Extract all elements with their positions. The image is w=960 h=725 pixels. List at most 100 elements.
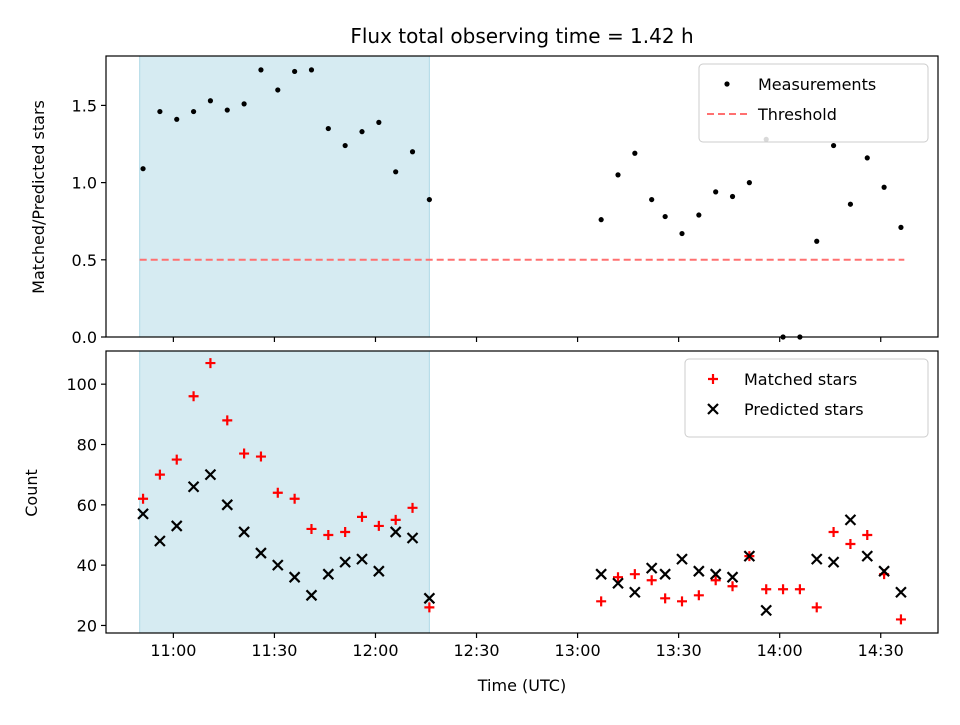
axes-frame: [105, 55, 939, 338]
predicted-star-point: [187, 480, 200, 493]
matched-star-point: [811, 602, 822, 613]
legend-label: Measurements: [758, 75, 876, 94]
legend-label: Matched stars: [744, 370, 857, 389]
predicted-star-point: [676, 553, 688, 565]
predicted-star-point: [272, 559, 284, 571]
predicted-star-point: [204, 468, 217, 481]
measurement-point: [814, 238, 820, 244]
x-tick-label: 14:30: [858, 641, 904, 660]
chart-title: Flux total observing time = 1.42 h: [350, 24, 693, 48]
legend-box: [698, 63, 929, 143]
predicted-star-point: [827, 556, 840, 568]
matched-star-point: [629, 569, 640, 580]
matched-star-point: [138, 493, 149, 504]
predicted-star-point: [389, 526, 402, 538]
measurement-point: [376, 119, 382, 125]
measurement-point: [864, 155, 870, 161]
matched-star-point: [373, 520, 384, 531]
matched-star-point: [778, 584, 789, 595]
measurement-point: [258, 67, 264, 73]
measurement-point: [898, 224, 904, 230]
predicted-star-point: [709, 568, 722, 580]
x-tick-label: 14:00: [757, 641, 803, 660]
predicted-star-point: [878, 565, 890, 577]
matched-star-point: [710, 575, 721, 586]
predicted-star-point: [612, 577, 624, 590]
y-tick-label: 100: [66, 375, 97, 394]
axes-frame: [105, 350, 939, 634]
measurement-point: [426, 196, 432, 203]
matched-star-point: [255, 451, 266, 462]
predicted-star-point: [659, 568, 671, 580]
measurement-point: [325, 125, 331, 132]
measurement-point: [881, 184, 887, 190]
predicted-star-point: [861, 550, 874, 562]
matched-star-point: [613, 572, 623, 583]
matched-star-point: [407, 502, 418, 513]
measurement-point: [598, 217, 604, 223]
measurement-point: [632, 150, 638, 156]
predicted-star-point: [221, 499, 234, 511]
predicted-star-point: [423, 592, 436, 605]
measurement-point: [696, 212, 702, 218]
predicted-star-point: [693, 565, 705, 577]
predicted-star-point: [629, 586, 641, 599]
x-tick-label: 13:00: [555, 641, 601, 660]
measurement-point: [157, 108, 163, 115]
measurement-point: [409, 149, 416, 155]
legend-measurement-swatch: [724, 81, 730, 87]
x-tick-label: 11:30: [251, 641, 297, 660]
measurement-point: [615, 172, 621, 178]
matched-star-point: [794, 584, 805, 595]
y-tick-label: 20: [77, 616, 97, 635]
measurement-point: [729, 193, 736, 200]
matched-star-point: [171, 454, 182, 465]
matched-star-point: [323, 529, 334, 540]
top-panel: 0.0 0.5 1.0 1.5 Measurements Threshold: [72, 55, 939, 347]
measurement-point: [190, 108, 197, 115]
matched-star-point: [727, 581, 738, 592]
y-tick-label: 80: [77, 435, 97, 454]
legend-matched-swatch: [708, 374, 718, 384]
legend-label: Predicted stars: [744, 400, 864, 419]
legend-box: [684, 358, 929, 438]
matched-star-point: [660, 593, 671, 604]
matched-star-point: [390, 514, 401, 525]
highlight-span: [139, 56, 430, 337]
y-tick-label: 0.0: [72, 328, 97, 347]
top-y-axis-label: Matched/Predicted stars: [29, 100, 48, 294]
matched-star-point: [357, 511, 367, 522]
measurement-point: [140, 166, 146, 172]
predicted-star-point: [895, 586, 907, 599]
matched-star-point: [205, 358, 216, 369]
matched-star-point: [828, 526, 839, 537]
legend-predicted-swatch: [707, 403, 719, 415]
matched-star-point: [596, 596, 607, 607]
x-tick-label: 12:30: [453, 641, 499, 660]
measurement-point: [830, 142, 837, 149]
measurement-point: [746, 180, 752, 186]
matched-star-point: [222, 415, 233, 426]
matched-star-point: [845, 539, 856, 550]
matched-star-point: [895, 614, 906, 625]
highlight-span: [139, 351, 430, 633]
matched-star-point: [289, 493, 300, 504]
bottom-y-axis-label: Count: [22, 469, 41, 517]
predicted-star-point: [726, 571, 739, 583]
matched-star-point: [239, 448, 250, 459]
measurement-point: [342, 142, 348, 149]
matched-star-point: [340, 526, 351, 537]
predicted-star-point: [760, 604, 772, 617]
matched-star-point: [154, 469, 165, 480]
predicted-star-point: [305, 589, 318, 602]
legend: Measurements Threshold: [698, 63, 929, 143]
measurement-point: [713, 189, 719, 195]
predicted-star-point: [356, 553, 368, 565]
matched-star-point: [761, 584, 772, 595]
predicted-star-point: [373, 565, 385, 577]
matched-star-point: [306, 523, 317, 534]
x-axis-label: Time (UTC): [477, 676, 566, 695]
predicted-star-point: [238, 526, 250, 538]
matched-star-point: [272, 487, 283, 498]
